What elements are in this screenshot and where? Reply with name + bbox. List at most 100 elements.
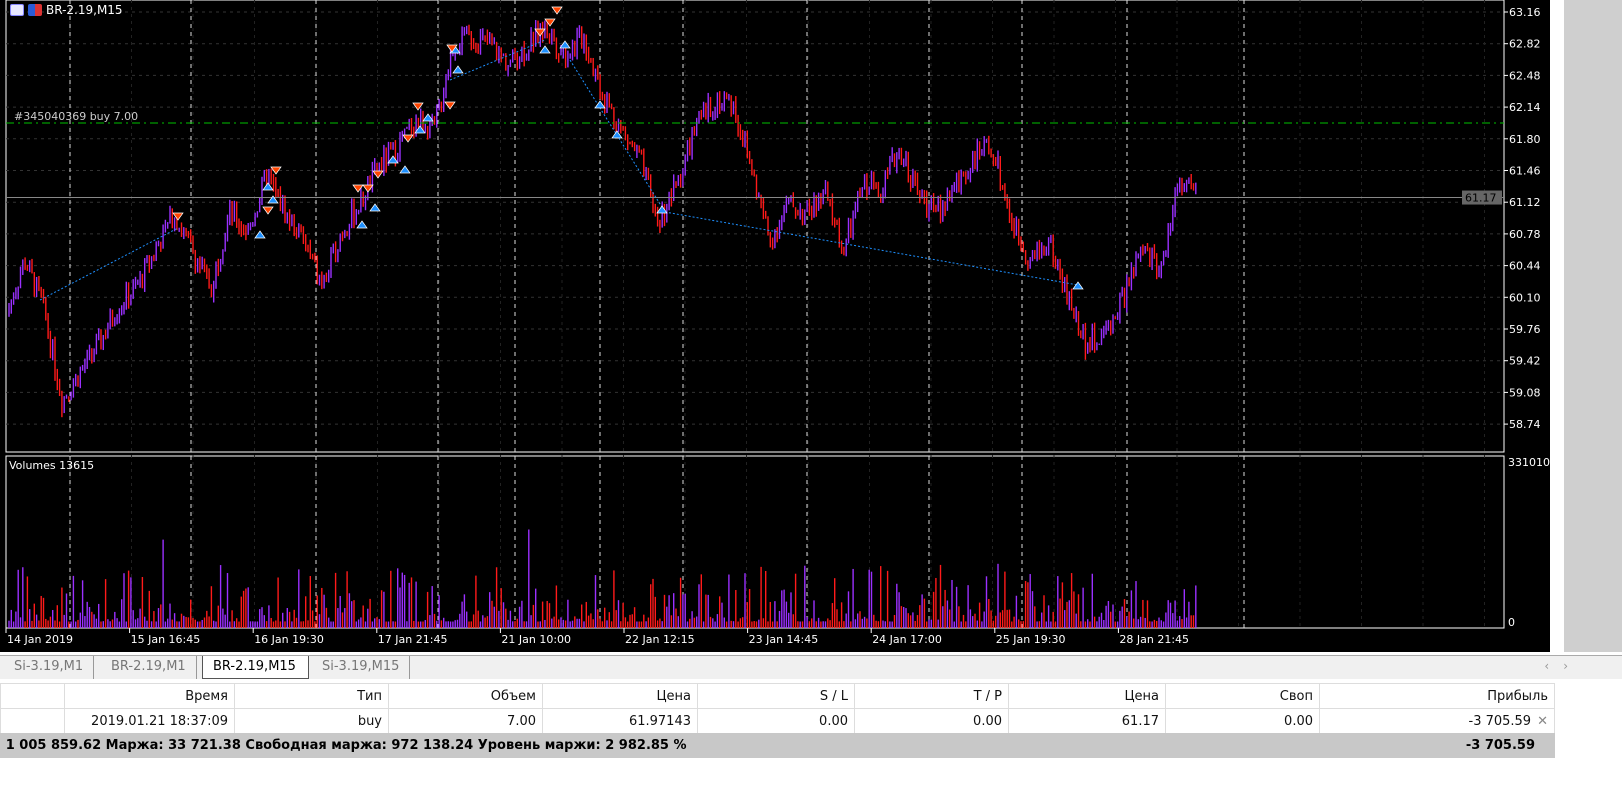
- volume-zero-label: 0: [1508, 616, 1515, 629]
- chart-canvas[interactable]: 63.16 62.82 62.48 62.14 61.80 61.46 61.12 60.78…: [0, 0, 1550, 652]
- tab-scroll-arrows[interactable]: ‹›: [1544, 659, 1582, 673]
- vertical-scrollbar[interactable]: [1550, 0, 1622, 652]
- account-summary: : 1 005 859.62 Маржа: 33 721.38 Свободна…: [0, 738, 687, 753]
- tab-si-m15[interactable]: Si-3.19,M15: [312, 656, 411, 679]
- price-chart[interactable]: 63.16 62.82 62.48 62.14 61.80 61.46 61.12 60.78…: [0, 0, 1550, 652]
- sell-arrow-icon: [446, 44, 458, 53]
- col-tp[interactable]: T / P: [854, 683, 1009, 709]
- buy-arrow-icon: [356, 220, 368, 229]
- profit-value: -3 705.59: [1468, 713, 1532, 729]
- price-tick-label: 58.74: [1509, 418, 1541, 431]
- buy-arrow-icon: [611, 130, 623, 139]
- time-tick-label: 16 Jan 19:30: [254, 633, 324, 646]
- time-tick-label: 28 Jan 21:45: [1119, 633, 1189, 646]
- price-tick-label: 60.10: [1509, 291, 1541, 304]
- col-time[interactable]: Время: [64, 683, 235, 709]
- bid-label: 61.17: [1465, 192, 1497, 205]
- buy-arrow-icon: [262, 182, 274, 191]
- cell-type: buy: [234, 708, 389, 734]
- price-tick-label: 60.44: [1509, 260, 1541, 273]
- trade-table: Время Тип Объем Цена S / L T / P Цена Св…: [0, 683, 1555, 734]
- sell-arrow-icon: [172, 212, 184, 221]
- order-label: #345040369 buy 7.00: [14, 110, 138, 123]
- cell-volume: 7.00: [388, 708, 543, 734]
- tab-br-m15[interactable]: BR-2.19,M15: [202, 656, 309, 679]
- col-volume[interactable]: Объем: [388, 683, 543, 709]
- buy-arrow-icon: [559, 40, 571, 49]
- time-tick-label: 15 Jan 16:45: [131, 633, 201, 646]
- close-position-icon[interactable]: ✕: [1537, 713, 1548, 729]
- buy-arrow-icon: [1072, 281, 1084, 290]
- tab-br-m1[interactable]: BR-2.19,M1: [101, 656, 197, 679]
- col-price[interactable]: Цена: [542, 683, 698, 709]
- buy-arrow-icon: [594, 100, 606, 109]
- trade-history-line: [39, 227, 179, 301]
- buy-arrow-icon: [369, 203, 381, 212]
- price-tick-label: 61.12: [1509, 196, 1541, 209]
- tab-si-m1[interactable]: Si-3.19,M1: [4, 656, 95, 679]
- buy-arrow-icon: [399, 165, 411, 174]
- col-type[interactable]: Тип: [234, 683, 389, 709]
- sell-arrow-icon: [372, 170, 384, 179]
- table-header: Время Тип Объем Цена S / L T / P Цена Св…: [0, 683, 1555, 709]
- chart-window-icon: [10, 4, 24, 16]
- price-tick-label: 62.14: [1509, 101, 1541, 114]
- col-swap[interactable]: Своп: [1165, 683, 1320, 709]
- sell-arrow-icon: [551, 6, 563, 15]
- account-status-bar: : 1 005 859.62 Маржа: 33 721.38 Свободна…: [0, 733, 1555, 758]
- price-tick-label: 59.08: [1509, 386, 1541, 399]
- sell-arrow-icon: [270, 166, 282, 175]
- chart-symbol-icon: [28, 4, 42, 16]
- volume-label: Volumes 13615: [9, 459, 94, 472]
- sell-arrow-icon: [534, 28, 546, 37]
- buy-arrow-icon: [656, 205, 668, 214]
- price-tick-label: 62.82: [1509, 38, 1541, 51]
- trade-history-line: [449, 39, 546, 81]
- buy-arrow-icon: [267, 195, 279, 204]
- price-tick-label: 62.48: [1509, 69, 1541, 82]
- time-tick-label: 23 Jan 14:45: [749, 633, 819, 646]
- col-current-price[interactable]: Цена: [1008, 683, 1166, 709]
- cell-profit: -3 705.59 ✕: [1319, 708, 1555, 734]
- col-order: [0, 683, 65, 709]
- cell-tp: 0.00: [854, 708, 1009, 734]
- time-tick-label: 24 Jan 17:00: [872, 633, 942, 646]
- chart-title: BR-2.19,M15: [10, 3, 123, 17]
- cell-swap: 0.00: [1165, 708, 1320, 734]
- sell-arrow-icon: [544, 18, 556, 27]
- buy-arrow-icon: [414, 125, 426, 134]
- volume-max-label: 331010: [1508, 456, 1550, 469]
- time-tick-label: 21 Jan 10:00: [501, 633, 571, 646]
- price-tick-label: 60.78: [1509, 228, 1541, 241]
- price-tick-label: 61.46: [1509, 165, 1541, 178]
- sell-arrow-icon: [352, 184, 364, 193]
- col-sl[interactable]: S / L: [697, 683, 855, 709]
- bid-label-bg: [1462, 190, 1502, 205]
- main-pane-border: [5, 0, 1505, 453]
- price-tick-label: 59.76: [1509, 323, 1541, 336]
- time-tick-label: 25 Jan 19:30: [996, 633, 1066, 646]
- total-profit: -3 705.59: [1465, 738, 1535, 753]
- time-tick-label: 14 Jan 2019: [7, 633, 73, 646]
- sell-arrow-icon: [362, 184, 374, 193]
- buy-arrow-icon: [387, 155, 399, 164]
- symbol-label: BR-2.19,M15: [46, 3, 123, 17]
- trade-history-line: [664, 211, 1079, 286]
- sell-arrow-icon: [412, 102, 424, 111]
- buy-arrow-icon: [539, 45, 551, 54]
- cell-time: 2019.01.21 18:37:09: [64, 708, 235, 734]
- buy-arrow-icon: [422, 113, 434, 122]
- time-tick-label: 17 Jan 21:45: [378, 633, 448, 646]
- volume-pane-border: [5, 455, 1505, 629]
- price-tick-label: 59.42: [1509, 355, 1541, 368]
- sell-arrow-icon: [262, 206, 274, 215]
- cell-price: 61.97143: [542, 708, 698, 734]
- price-tick-label: 63.16: [1509, 6, 1541, 19]
- buy-arrow-icon: [452, 65, 464, 74]
- cell-sl: 0.00: [697, 708, 855, 734]
- table-row[interactable]: 2019.01.21 18:37:09 buy 7.00 61.97143 0.…: [0, 708, 1555, 734]
- col-profit[interactable]: Прибыль: [1319, 683, 1555, 709]
- price-tick-label: 61.80: [1509, 133, 1541, 146]
- buy-arrow-icon: [254, 230, 266, 239]
- time-tick-label: 22 Jan 12:15: [625, 633, 695, 646]
